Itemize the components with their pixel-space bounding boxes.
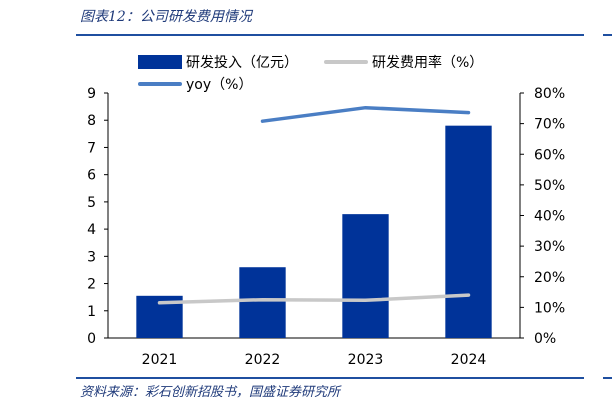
legend-label-rd-rate: 研发费用率（%）	[372, 55, 484, 71]
right-tick-label: 50%	[534, 178, 565, 194]
line-rd-rate	[157, 293, 471, 305]
legend-swatch-rd-rate	[324, 60, 368, 64]
legend-swatch-yoy	[138, 82, 182, 86]
right-tick-label: 40%	[534, 209, 565, 225]
left-tick-label: 9	[87, 86, 96, 102]
left-tick-label: 8	[87, 113, 96, 129]
left-tick-label: 7	[87, 140, 96, 156]
right-tick-label: 20%	[534, 270, 565, 286]
figure-title: 图表12：公司研发费用情况	[80, 9, 252, 25]
x-tick-label: 2021	[142, 352, 178, 368]
left-tick-label: 3	[87, 249, 96, 265]
left-tick-label: 0	[87, 331, 96, 347]
right-tick-label: 70%	[534, 117, 565, 133]
left-tick-label: 4	[87, 222, 96, 238]
left-tick-label: 5	[87, 195, 96, 211]
title-rule	[76, 34, 584, 36]
left-tick-label: 6	[87, 168, 96, 184]
right-tick-label: 60%	[534, 147, 565, 163]
right-tick-label: 80%	[534, 86, 565, 102]
legend-item-rd-investment: 研发投入（亿元）	[138, 52, 298, 72]
legend-item-yoy: yoy（%）	[138, 74, 252, 94]
bar-rd-investment	[445, 125, 492, 339]
right-tick-label: 0%	[534, 331, 556, 347]
edge-mark-bottom	[603, 377, 612, 379]
right-tick-label: 30%	[534, 239, 565, 255]
x-tick-label: 2023	[348, 352, 384, 368]
right-tick-label: 10%	[534, 300, 565, 316]
source-note: 资料来源：彩石创新招股书，国盛证券研究所	[80, 385, 341, 400]
source-rule	[76, 377, 584, 379]
legend-item-rd-rate: 研发费用率（%）	[324, 52, 483, 72]
x-tick-label: 2024	[451, 352, 487, 368]
line-yoy	[260, 105, 471, 123]
legend-swatch-rd-investment	[138, 55, 182, 69]
edge-mark-top	[603, 34, 612, 36]
bar-rd-investment	[239, 267, 286, 338]
legend-label-rd-investment: 研发投入（亿元）	[186, 55, 298, 71]
legend-label-yoy: yoy（%）	[186, 77, 253, 93]
left-tick-label: 1	[87, 304, 96, 320]
bar-rd-investment	[342, 214, 389, 338]
x-tick-label: 2022	[245, 352, 281, 368]
left-tick-label: 2	[87, 277, 96, 293]
